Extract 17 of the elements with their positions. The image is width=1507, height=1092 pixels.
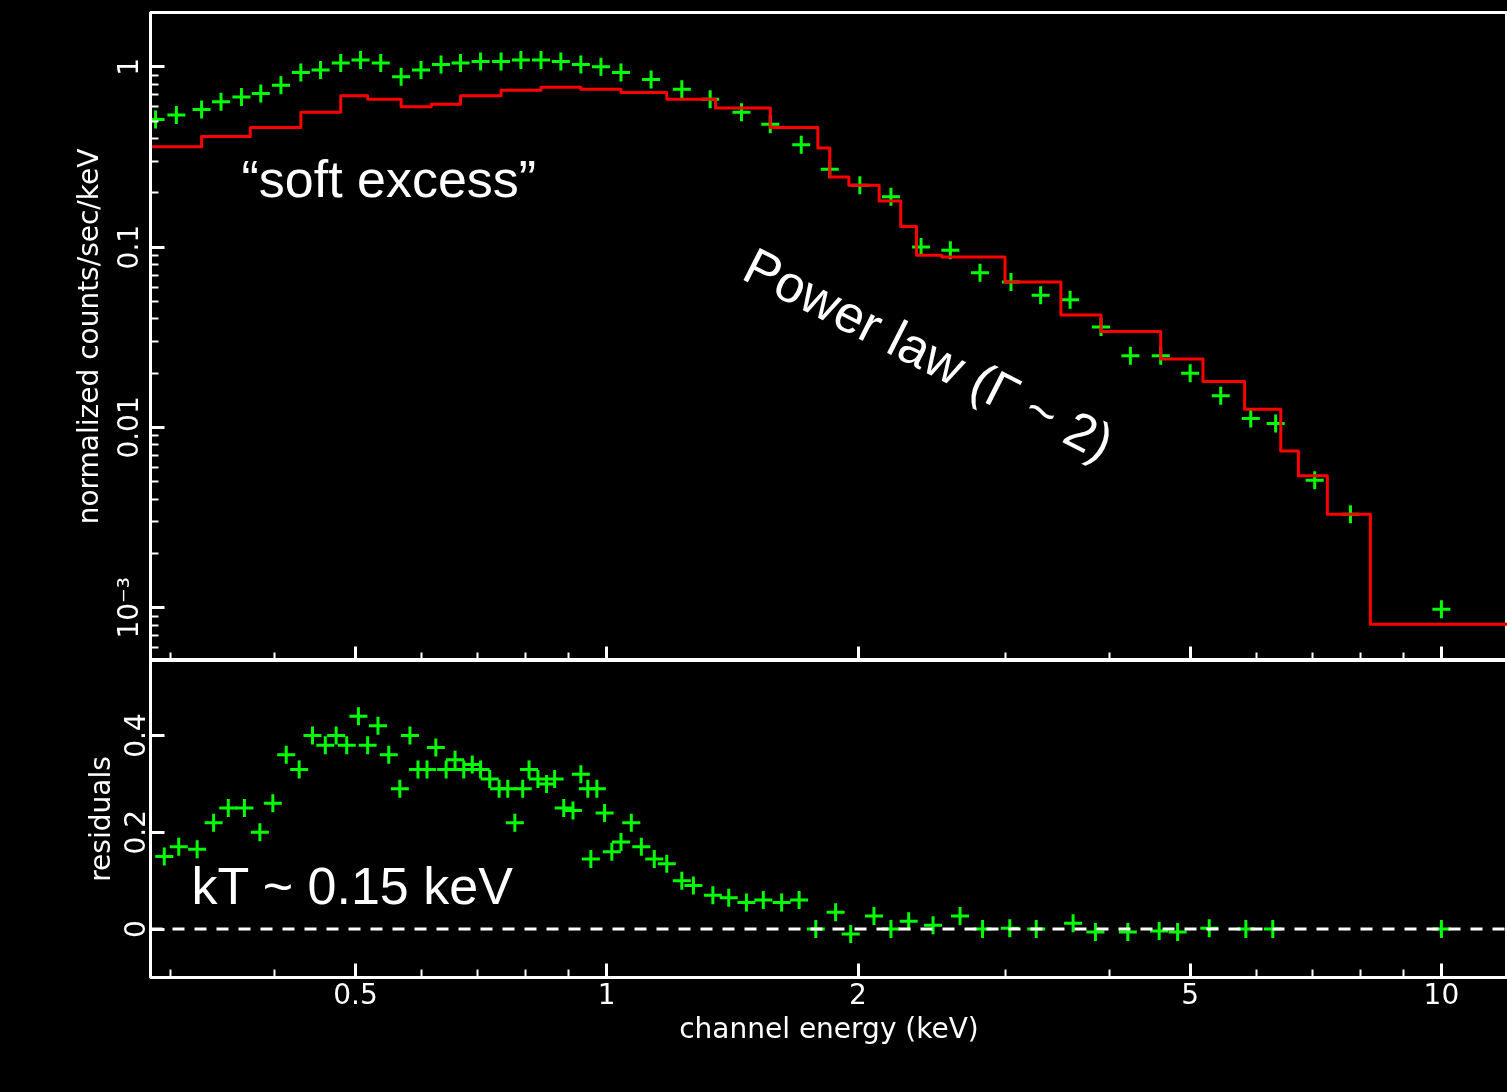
- y-tick-label: 0: [119, 920, 153, 939]
- y-axis-title: residuals: [83, 756, 117, 882]
- y-tick-label: 0.1: [112, 224, 146, 270]
- annotation: “soft excess”: [241, 149, 537, 208]
- y-tick-label: 0.4: [119, 713, 153, 758]
- y-tick-label: 10⁻³: [112, 576, 146, 639]
- x-tick-label: 0.5: [333, 977, 378, 1011]
- x-tick-label: 2: [849, 977, 867, 1011]
- x-axis-title: channel energy (keV): [679, 1011, 979, 1045]
- y-tick-label: 0.01: [112, 396, 146, 459]
- y-tick-label: 0.2: [119, 810, 153, 855]
- y-axis-title: normalized counts/sec/keV: [71, 148, 105, 525]
- x-tick-label: 1: [597, 977, 616, 1011]
- x-tick-label: 10: [1423, 977, 1460, 1011]
- annotation: kT ~ 0.15 keV: [191, 856, 514, 915]
- y-tick-label: 1: [112, 57, 146, 76]
- x-tick-label: 5: [1181, 977, 1200, 1011]
